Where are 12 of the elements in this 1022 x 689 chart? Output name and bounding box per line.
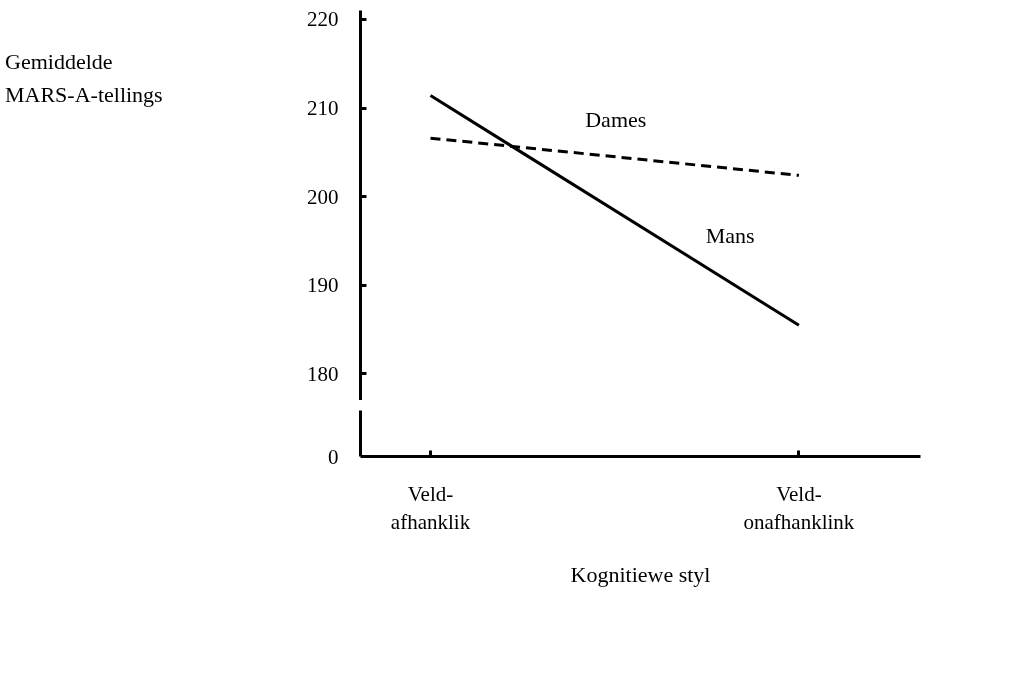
y-tick-label: 200 (307, 184, 339, 209)
category-label: Veld- onafhanklink (743, 481, 855, 535)
y-tick-label: 220 (307, 7, 339, 32)
y-axis-title: Gemiddelde MARS-A-tellings (5, 48, 163, 109)
series-label: Dames (585, 106, 647, 132)
category-label: Veld- afhanklik (390, 481, 471, 535)
y-tick-label: 180 (307, 361, 339, 386)
y-tick-label: 210 (307, 96, 339, 120)
text: Kognitiewe styl (570, 562, 711, 588)
y-tick-label: 190 (307, 273, 339, 298)
text: 0 (328, 444, 339, 469)
series-label: Mans (705, 222, 755, 248)
